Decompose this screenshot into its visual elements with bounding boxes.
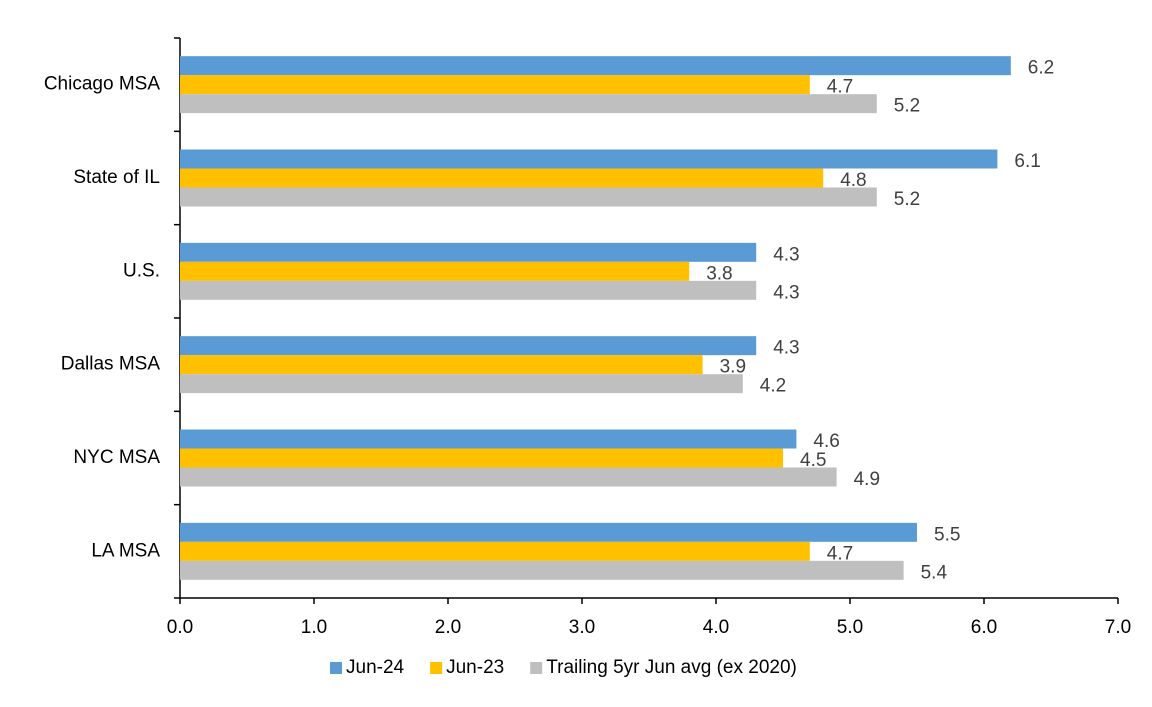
- bar: [180, 187, 877, 207]
- legend-swatch: [530, 662, 543, 674]
- y-tick-label: NYC MSA: [73, 447, 160, 468]
- bar: [180, 261, 690, 281]
- bar: [180, 149, 998, 169]
- data-label: 4.3: [773, 244, 799, 265]
- data-label: 5.4: [921, 562, 948, 583]
- bar: [180, 336, 757, 356]
- legend-label: Jun-24: [346, 657, 405, 678]
- bar: [180, 541, 810, 561]
- x-tick-label: 5.0: [837, 617, 863, 638]
- data-label: 5.2: [894, 189, 920, 210]
- x-tick-label: 6.0: [971, 617, 997, 638]
- data-label: 4.5: [800, 450, 826, 471]
- x-tick-label: 7.0: [1105, 617, 1131, 638]
- data-label: 4.9: [854, 469, 880, 490]
- y-tick-label: Dallas MSA: [61, 354, 161, 375]
- legend-swatch: [430, 662, 443, 674]
- data-label: 4.2: [760, 376, 786, 397]
- bar: [180, 429, 797, 449]
- data-label: 6.2: [1028, 58, 1054, 79]
- x-tick-label: 3.0: [569, 617, 595, 638]
- bar: [180, 56, 1011, 76]
- x-tick-label: 2.0: [435, 617, 461, 638]
- data-label: 4.3: [773, 338, 799, 359]
- data-label: 4.8: [840, 170, 866, 191]
- bar: [180, 374, 743, 394]
- legend-label: Trailing 5yr Jun avg (ex 2020): [546, 657, 797, 678]
- data-label: 5.2: [894, 96, 920, 117]
- y-tick-label: LA MSA: [91, 540, 160, 561]
- bar: [180, 75, 810, 95]
- legend-swatch: [330, 662, 342, 674]
- x-tick-label: 4.0: [703, 617, 729, 638]
- data-label: 3.8: [706, 263, 732, 284]
- data-label: 4.7: [827, 77, 853, 98]
- data-label: 6.1: [1014, 151, 1040, 172]
- data-label: 3.9: [720, 357, 746, 378]
- bar: [180, 467, 837, 487]
- bar: [180, 242, 757, 262]
- data-label: 4.7: [827, 543, 853, 564]
- bar: [180, 448, 783, 468]
- x-tick-label: 1.0: [301, 617, 327, 638]
- bar: [180, 94, 877, 114]
- x-tick-label: 0.0: [167, 617, 193, 638]
- data-label: 4.3: [773, 282, 799, 303]
- data-label: 5.5: [934, 524, 960, 545]
- bar: [180, 280, 757, 300]
- y-tick-label: U.S.: [123, 260, 160, 281]
- legend-label: Jun-23: [446, 657, 504, 678]
- bar: [180, 168, 824, 188]
- bar: [180, 560, 904, 580]
- y-tick-label: State of IL: [73, 167, 160, 188]
- y-tick-label: Chicago MSA: [44, 74, 160, 95]
- data-label: 4.6: [813, 431, 839, 452]
- bar: [180, 522, 917, 542]
- bar: [180, 355, 703, 375]
